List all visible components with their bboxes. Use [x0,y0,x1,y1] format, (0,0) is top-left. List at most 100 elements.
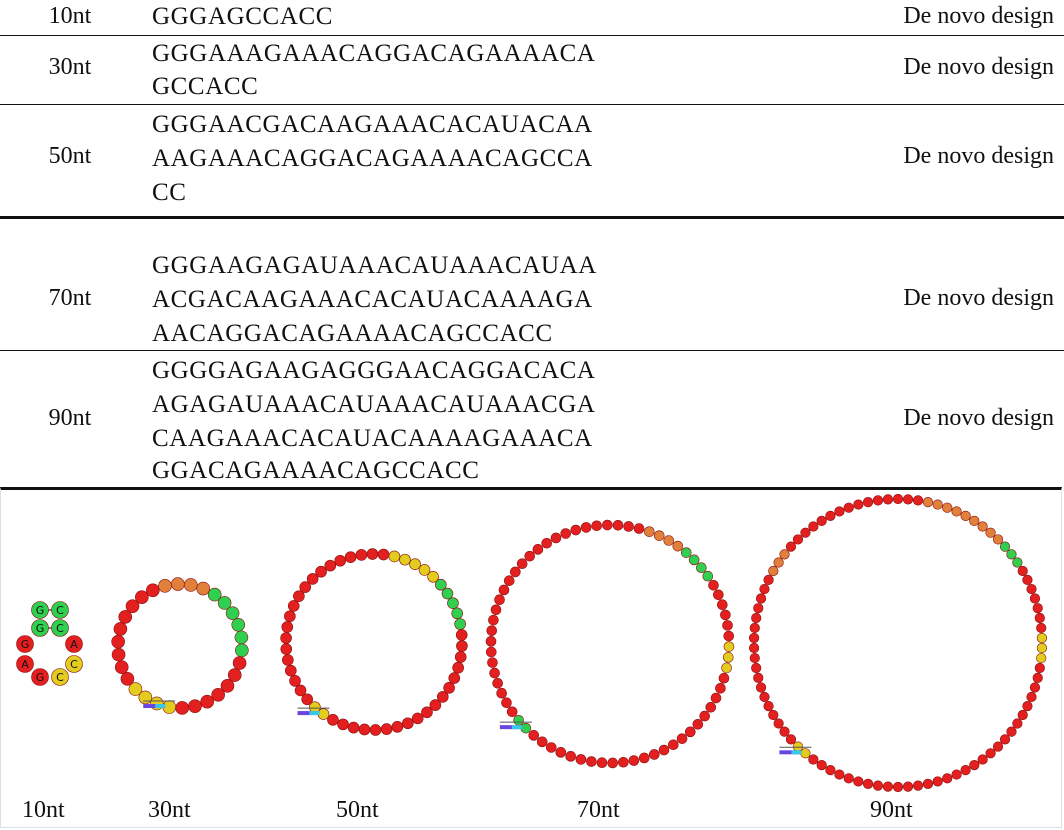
nucleotide-circle [723,630,735,642]
nucleotide [699,710,710,722]
nucleotide-circle [922,497,934,508]
nucleotide-circle [520,722,532,734]
nucleotide [235,643,249,658]
nucleotide-circle [749,622,760,634]
nucleotide-circle [892,781,904,793]
nucleotide [284,610,296,623]
caption-70nt: 70nt [577,797,620,823]
nucleotide [999,541,1011,552]
nucleotide-circle [421,706,433,719]
row-source: De novo design [903,3,1054,29]
nucleotide [612,519,624,531]
nucleotide [455,629,468,641]
nucleotide-circle [293,590,305,602]
nucleotide [452,661,464,674]
nucleotide [586,756,597,767]
nucleotide [763,701,774,712]
nucleotide-circle [503,575,515,586]
nucleotide-circle [942,502,953,513]
nucleotide-circle [118,610,133,624]
strand-end-marker [155,704,166,709]
nucleotide-circle [418,564,431,576]
nucleotide [960,510,971,521]
nucleotide-circle [773,557,784,568]
nucleotide [723,641,735,652]
nucleotide-circle [441,587,454,600]
nucleotide-circle [1022,574,1033,585]
nucleotide [217,596,232,610]
row-length: 30nt [48,54,92,80]
nucleotide-circle [580,522,592,533]
nucleotide-circle [570,524,582,536]
nucleotide-circle [175,701,189,715]
nucleotide-circle [128,682,143,696]
nucleotide: A [65,635,83,653]
strand-end-marker [143,704,166,709]
nucleotide [779,726,790,737]
nucleotide [1036,632,1048,644]
nucleotide-circle [985,748,996,759]
nucleotide-circle [494,594,505,605]
row-sequence-line: GGACAGAAAACAGCCACC [152,457,480,484]
nucleotide [421,706,433,719]
nucleotide [749,652,760,664]
row-sequence-line: GGGAGCCACC [152,3,334,30]
nucleotide [843,773,854,784]
nucleotide-circle [429,699,442,711]
nucleotide-circle [436,691,449,703]
nucleotide-letter: G [36,622,45,635]
nucleotide [722,620,733,631]
nucleotide [485,636,497,647]
nucleotide-circle [759,691,770,703]
nucleotide-circle [792,741,804,752]
nucleotide [638,752,650,764]
nucleotide [555,747,567,758]
nucleotide-circle [792,534,804,545]
nucleotide-circle [768,565,779,577]
nucleotide-letter: G [36,671,45,684]
nucleotide [489,667,500,679]
nucleotide-circle [281,621,294,633]
nucleotide [872,780,884,791]
nucleotide-letter: C [56,604,64,617]
nucleotide-circle [800,527,811,538]
nucleotide [713,589,724,601]
nucleotide-circle [284,664,297,677]
nucleotide [503,575,515,586]
nucleotide-circle [969,760,980,771]
nucleotide-circle [834,769,845,780]
nucleotide-circle [225,606,240,620]
nucleotide [872,495,884,506]
nucleotide [388,550,401,563]
nucleotide [369,724,382,736]
nucleotide-circle [391,721,404,733]
nucleotide-circle [454,618,466,630]
nucleotide-circle [892,493,904,505]
nucleotide-circle [1006,726,1017,737]
nucleotide-circle [862,497,874,508]
nucleotide-circle [211,688,225,702]
nucleotide-circle [843,502,854,513]
nucleotide-circle [633,523,645,534]
nucleotide-circle [1036,652,1047,664]
nucleotide [494,594,505,605]
nucleotide [808,521,819,532]
nucleotide [1006,726,1017,737]
nucleotide-circle [299,581,312,593]
nucleotide [749,622,760,634]
caption-90nt: 90nt [870,797,913,823]
nucleotide-circle [721,662,732,674]
table-row: 50nt GGGAACGACAAGAAACACAUACAA AAGAAACAGG… [0,105,1064,215]
nucleotide-circle [718,672,730,684]
nucleotide [912,495,924,506]
nucleotide-circle [555,747,567,758]
nucleotide [825,765,836,776]
nucleotide-circle [355,549,368,561]
nucleotide [347,721,360,734]
nucleotide [1034,612,1045,624]
nucleotide-circle [705,702,717,713]
nucleotide-circle [1032,672,1043,683]
nucleotide [882,781,894,792]
nucleotide-circle [200,694,214,709]
